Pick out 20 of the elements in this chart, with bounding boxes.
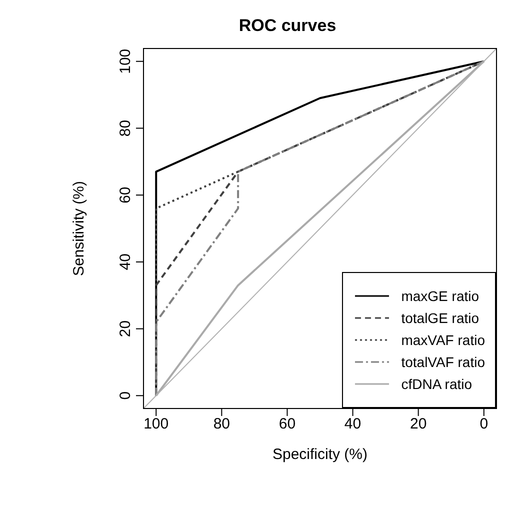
x-tick-label: 40	[344, 416, 362, 433]
x-tick-label: 100	[144, 416, 169, 433]
y-tick-label: 100	[117, 48, 134, 74]
legend-label: totalVAF ratio	[401, 354, 485, 370]
y-axis-title: Sensitivity (%)	[70, 180, 88, 276]
x-tick-label: 60	[278, 416, 296, 433]
y-tick-label: 0	[117, 391, 134, 400]
x-tick-label: 80	[213, 416, 230, 433]
y-tick-label: 60	[117, 186, 134, 204]
y-tick-label: 40	[117, 254, 134, 270]
x-axis-title: Specificity (%)	[272, 446, 368, 463]
x-tick-label: 0	[480, 416, 488, 433]
legend-label: maxVAF ratio	[401, 332, 485, 348]
legend-label: totalGE ratio	[401, 310, 480, 326]
y-tick-label: 20	[117, 320, 134, 338]
legend-label: cfDNA ratio	[401, 376, 472, 392]
x-tick-label: 20	[410, 416, 427, 433]
chart-title: ROC curves	[238, 16, 338, 36]
legend-label: maxGE ratio	[401, 288, 480, 304]
y-tick-label: 80	[117, 120, 134, 137]
